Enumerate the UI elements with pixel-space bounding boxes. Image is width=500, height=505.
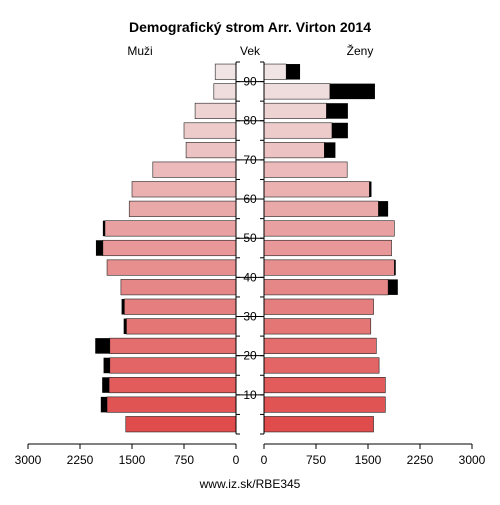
bar-women-75-79	[263, 122, 333, 139]
bar-men-excess-45-49	[95, 240, 103, 256]
label-men: Muži	[127, 44, 152, 58]
bar-men-90-94	[214, 63, 237, 80]
age-tick-label: 60	[243, 192, 257, 206]
bar-women-65-69	[263, 161, 348, 178]
x-tick-label-men: 750	[174, 453, 194, 467]
bar-women-15-19	[263, 357, 380, 374]
bar-men-70-74	[185, 142, 237, 159]
bar-women-45-49	[263, 239, 392, 257]
bar-men-15-19	[109, 357, 237, 374]
bar-women-80-84	[263, 102, 327, 119]
bar-men-80-84	[194, 102, 237, 119]
age-tick-label: 30	[243, 310, 257, 324]
label-women: Ženy	[347, 43, 374, 58]
bar-women-85-89	[263, 83, 331, 100]
x-tick-label-women: 1500	[355, 453, 382, 467]
bar-men-excess-15-19	[103, 357, 110, 374]
x-tick-label-women: 750	[306, 453, 326, 467]
age-tick-label: 20	[243, 349, 257, 363]
source-footer: www.iz.sk/RBE345	[199, 477, 301, 491]
bar-women-excess-55-59	[378, 201, 389, 217]
age-tick-label: 40	[243, 270, 257, 284]
bar-men-5-9	[106, 396, 237, 413]
label-age: Vek	[240, 44, 261, 58]
bar-women-excess-35-39	[388, 279, 398, 295]
bar-men-excess-50-54	[102, 220, 105, 237]
bar-men-75-79	[183, 122, 237, 139]
bar-women-40-44	[263, 259, 395, 276]
bar-men-10-14	[108, 377, 237, 394]
x-tick-label-men: 3000	[15, 453, 42, 467]
bar-women-55-59	[263, 200, 379, 217]
bar-women-excess-90-94	[286, 64, 301, 80]
bar-men-35-39	[120, 279, 237, 296]
bar-women-excess-60-64	[369, 181, 372, 198]
bar-men-65-69	[152, 161, 237, 178]
bar-men-excess-5-9	[100, 396, 108, 413]
bar-men-85-89	[213, 83, 237, 100]
bar-women-70-74	[263, 142, 325, 159]
bar-men-excess-20-24	[95, 338, 110, 354]
bar-women-excess-75-79	[331, 122, 348, 139]
bar-men-30-34	[124, 298, 237, 315]
bar-men-60-64	[131, 181, 237, 198]
bar-men-40-44	[106, 259, 237, 276]
bar-women-excess-85-89	[329, 83, 375, 100]
bar-women-50-54	[263, 220, 395, 237]
x-tick-label-women: 0	[261, 453, 268, 467]
bar-women-0-4	[263, 416, 374, 433]
bar-men-0-4	[125, 416, 237, 433]
age-tick-label: 80	[243, 114, 257, 128]
x-tick-label-women: 3000	[459, 453, 486, 467]
age-tick-label: 70	[243, 153, 257, 167]
bar-women-35-39	[263, 279, 389, 296]
bar-women-20-24	[263, 337, 377, 354]
bar-women-10-14	[263, 377, 386, 394]
bar-women-90-94	[263, 63, 287, 80]
bar-women-excess-70-74	[324, 142, 336, 158]
x-tick-label-men: 2250	[67, 453, 94, 467]
bar-men-50-54	[104, 220, 237, 237]
bars-men	[95, 63, 237, 433]
bar-men-20-24	[109, 337, 237, 354]
bars-women	[263, 63, 398, 433]
x-tick-label-women: 2250	[407, 453, 434, 467]
bar-women-25-29	[263, 318, 372, 335]
bar-men-excess-10-14	[102, 377, 110, 393]
bar-men-excess-25-29	[123, 318, 127, 335]
x-tick-label-men: 0	[233, 453, 240, 467]
bar-women-30-34	[263, 298, 374, 315]
chart-title: Demografický strom Arr. Virton 2014	[129, 19, 371, 35]
age-tick-label: 10	[243, 388, 257, 402]
bar-men-55-59	[128, 200, 237, 217]
bar-men-45-49	[102, 239, 237, 257]
bar-women-excess-80-84	[326, 103, 348, 119]
bar-women-excess-40-44	[394, 259, 396, 276]
age-tick-label: 90	[243, 75, 257, 89]
bar-men-excess-30-34	[121, 298, 125, 315]
age-tick-label: 50	[243, 231, 257, 245]
bar-women-5-9	[263, 396, 386, 413]
axes: 10 20 30 40 50 60 70 80 90 3000 0 2250 750 1500 1500 75…	[15, 61, 486, 467]
bar-men-25-29	[126, 318, 237, 335]
x-tick-label-men: 1500	[119, 453, 146, 467]
bar-women-60-64	[263, 181, 370, 198]
